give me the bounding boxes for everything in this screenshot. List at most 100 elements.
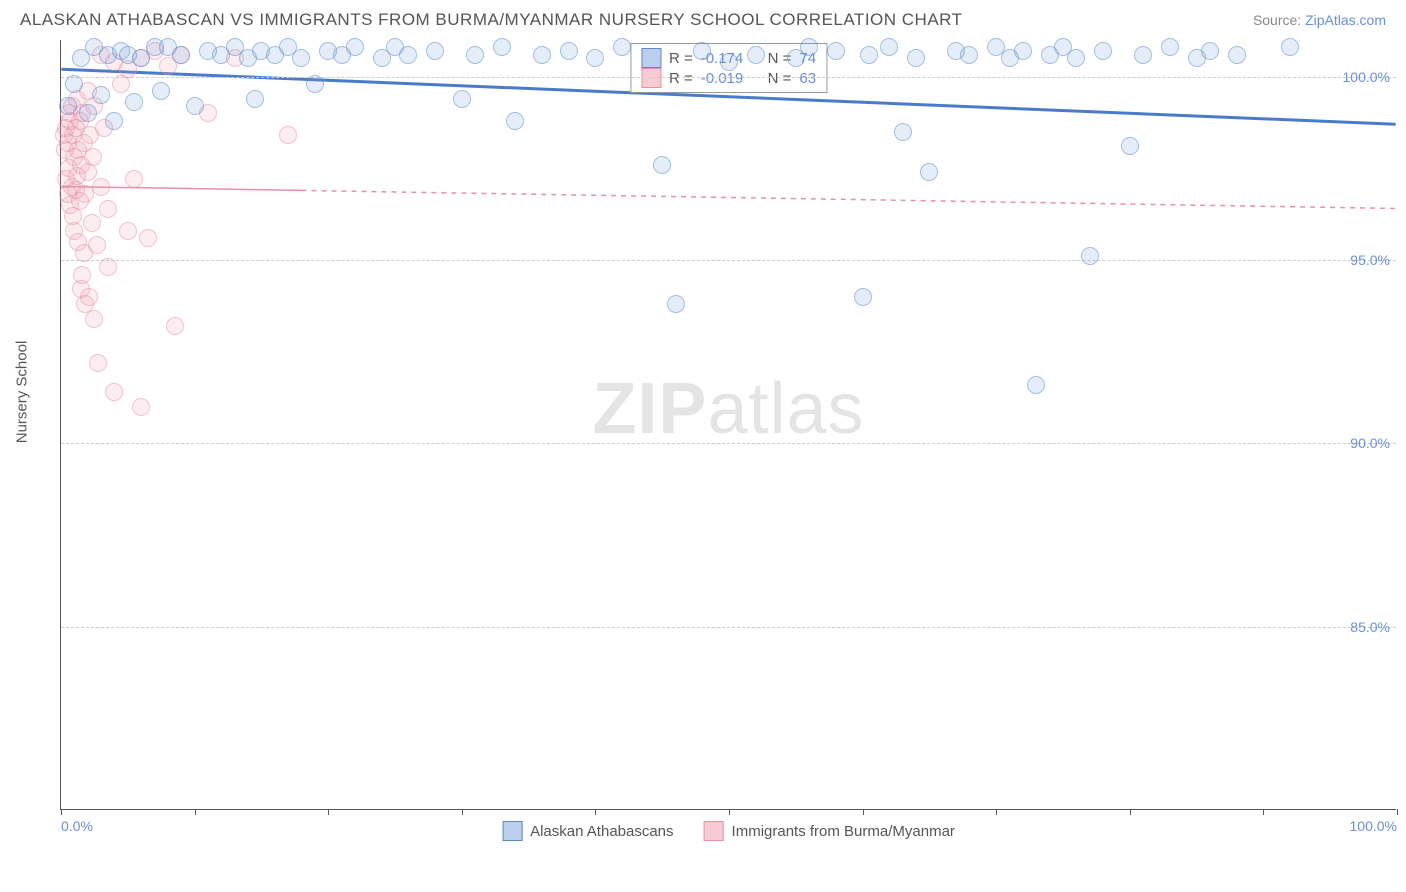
x-tick-label: 100.0% — [1350, 818, 1397, 834]
scatter-point — [800, 38, 818, 56]
chart-title: ALASKAN ATHABASCAN VS IMMIGRANTS FROM BU… — [20, 10, 963, 30]
x-tick — [863, 809, 864, 815]
x-tick-label: 0.0% — [61, 818, 93, 834]
scatter-point — [59, 97, 77, 115]
x-tick — [996, 809, 997, 815]
scatter-point — [166, 317, 184, 335]
scatter-point — [89, 354, 107, 372]
scatter-point — [1281, 38, 1299, 56]
scatter-point — [99, 258, 117, 276]
scatter-point — [306, 75, 324, 93]
scatter-point — [854, 288, 872, 306]
scatter-point — [84, 148, 102, 166]
swatch-pink-icon — [704, 821, 724, 841]
swatch-pink-icon — [641, 68, 661, 88]
scatter-point — [720, 53, 738, 71]
scatter-point — [65, 75, 83, 93]
legend-item-pink: Immigrants from Burma/Myanmar — [704, 821, 955, 841]
x-tick — [729, 809, 730, 815]
x-tick — [1397, 809, 1398, 815]
scatter-point — [1067, 49, 1085, 67]
scatter-point — [132, 398, 150, 416]
scatter-point — [99, 200, 117, 218]
scatter-point — [453, 90, 471, 108]
scatter-point — [85, 310, 103, 328]
y-tick-label: 100.0% — [1343, 69, 1390, 85]
scatter-point — [1161, 38, 1179, 56]
scatter-point — [125, 93, 143, 111]
plot-area: ZIPatlas R = -0.174 N = 74 R = -0.019 N … — [60, 40, 1396, 810]
legend-item-blue: Alaskan Athabascans — [502, 821, 673, 841]
watermark-zip: ZIP — [592, 369, 707, 449]
scatter-point — [346, 38, 364, 56]
scatter-point — [1081, 247, 1099, 265]
r-label: R = — [669, 70, 693, 87]
scatter-point — [506, 112, 524, 130]
scatter-point — [125, 170, 143, 188]
scatter-point — [880, 38, 898, 56]
scatter-point — [105, 112, 123, 130]
x-tick — [61, 809, 62, 815]
scatter-point — [83, 214, 101, 232]
correlation-row-pink: R = -0.019 N = 63 — [641, 68, 816, 88]
source-label: Source: — [1253, 12, 1301, 28]
scatter-point — [399, 46, 417, 64]
r-value-pink: -0.019 — [701, 70, 744, 87]
gridline-h — [61, 627, 1396, 628]
scatter-point — [88, 236, 106, 254]
scatter-point — [92, 86, 110, 104]
scatter-point — [827, 42, 845, 60]
series-legend: Alaskan Athabascans Immigrants from Burm… — [502, 821, 955, 841]
scatter-point — [172, 46, 190, 64]
x-tick — [462, 809, 463, 815]
scatter-point — [560, 42, 578, 60]
y-tick-label: 95.0% — [1350, 252, 1390, 268]
scatter-point — [747, 46, 765, 64]
scatter-point — [960, 46, 978, 64]
chart-source: Source: ZipAtlas.com — [1253, 12, 1386, 28]
scatter-point — [73, 266, 91, 284]
x-tick — [195, 809, 196, 815]
y-axis-label: Nursery School — [14, 341, 31, 444]
scatter-point — [1027, 376, 1045, 394]
y-tick-label: 90.0% — [1350, 435, 1390, 451]
scatter-point — [1094, 42, 1112, 60]
scatter-point — [693, 42, 711, 60]
y-tick-label: 85.0% — [1350, 619, 1390, 635]
scatter-point — [667, 295, 685, 313]
scatter-point — [105, 383, 123, 401]
n-value-pink: 63 — [799, 70, 816, 87]
scatter-point — [533, 46, 551, 64]
scatter-point — [80, 288, 98, 306]
legend-label-blue: Alaskan Athabascans — [530, 823, 673, 840]
chart-container: Nursery School ZIPatlas R = -0.174 N = 7… — [40, 40, 1396, 850]
scatter-point — [920, 163, 938, 181]
scatter-point — [894, 123, 912, 141]
scatter-point — [292, 49, 310, 67]
scatter-point — [653, 156, 671, 174]
watermark: ZIPatlas — [592, 368, 864, 450]
source-link[interactable]: ZipAtlas.com — [1305, 12, 1386, 28]
scatter-point — [246, 90, 264, 108]
scatter-point — [466, 46, 484, 64]
gridline-h — [61, 443, 1396, 444]
r-label: R = — [669, 50, 693, 67]
scatter-point — [586, 49, 604, 67]
scatter-point — [1121, 137, 1139, 155]
chart-header: ALASKAN ATHABASCAN VS IMMIGRANTS FROM BU… — [0, 0, 1406, 35]
trendlines-svg — [61, 40, 1396, 809]
gridline-h — [61, 77, 1396, 78]
x-tick — [1130, 809, 1131, 815]
scatter-point — [907, 49, 925, 67]
scatter-point — [279, 126, 297, 144]
scatter-point — [152, 82, 170, 100]
scatter-point — [493, 38, 511, 56]
x-tick — [1263, 809, 1264, 815]
scatter-point — [92, 178, 110, 196]
swatch-blue-icon — [502, 821, 522, 841]
scatter-point — [119, 222, 137, 240]
gridline-h — [61, 260, 1396, 261]
scatter-point — [613, 38, 631, 56]
scatter-point — [139, 229, 157, 247]
scatter-point — [1014, 42, 1032, 60]
